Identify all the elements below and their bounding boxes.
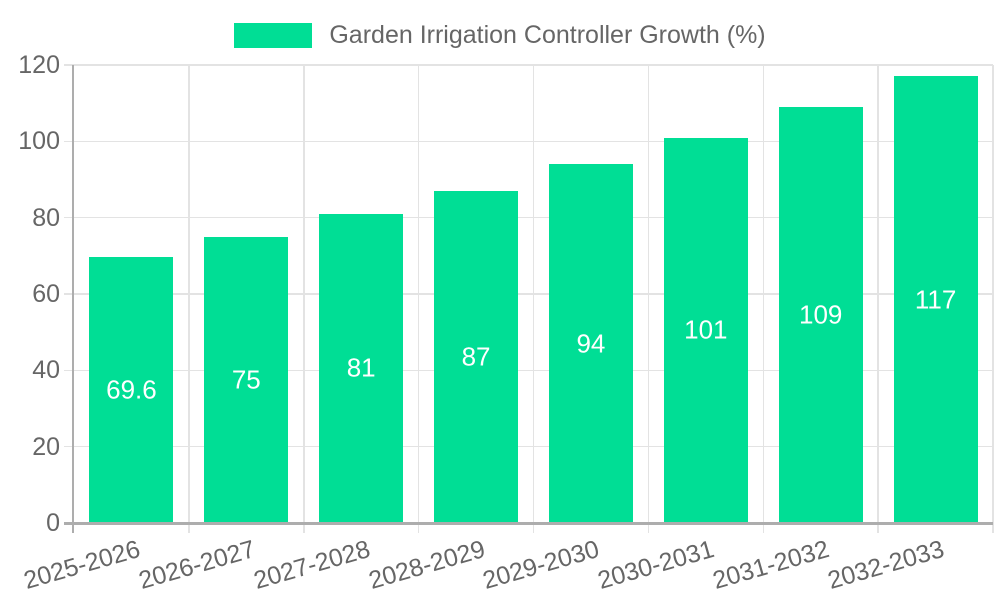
- y-axis-tick: [64, 369, 74, 372]
- bar-value-label: 117: [914, 284, 957, 315]
- y-axis-tick: [64, 293, 74, 295]
- bar[interactable]: [663, 137, 748, 523]
- bar[interactable]: [204, 236, 289, 523]
- bar[interactable]: [548, 164, 633, 523]
- y-axis-tick: [64, 64, 74, 66]
- bar[interactable]: [778, 106, 863, 523]
- gridline-vertical: [188, 65, 190, 533]
- y-axis-tick: [64, 445, 74, 448]
- gridline-vertical: [877, 65, 879, 533]
- gridline-vertical: [992, 65, 994, 533]
- x-axis-tick-label: 2025-2026: [20, 535, 144, 595]
- gridline-vertical: [303, 65, 305, 533]
- x-axis-line: [64, 522, 993, 525]
- chart-legend[interactable]: Garden Irrigation Controller Growth (%): [0, 21, 1000, 50]
- gridline-vertical: [532, 65, 535, 533]
- bar[interactable]: [89, 257, 174, 523]
- bar[interactable]: [893, 76, 978, 523]
- bar[interactable]: [434, 190, 519, 523]
- bar-value-label: 109: [798, 299, 843, 330]
- bar-value-label: 69.6: [106, 374, 157, 405]
- x-axis-tick-label: 2029-2030: [480, 535, 603, 595]
- bar-value-label: 81: [346, 352, 376, 383]
- y-axis-tick: [64, 140, 74, 143]
- x-axis-tick-label: 2032-2033: [824, 535, 948, 595]
- legend-swatch: [234, 23, 313, 48]
- x-axis-tick-label: 2030-2031: [594, 535, 718, 595]
- bar-value-label: 75: [231, 364, 261, 395]
- gridline-vertical: [647, 65, 650, 533]
- y-axis-line: [72, 65, 74, 533]
- x-axis-tick-label: 2027-2028: [250, 535, 373, 595]
- bar-value-label: 94: [576, 328, 606, 359]
- legend-label: Garden Irrigation Controller Growth (%): [329, 21, 766, 49]
- y-axis-tick-label: 60: [32, 280, 60, 308]
- y-axis-tick-label: 120: [18, 51, 60, 79]
- y-axis-tick-label: 100: [18, 127, 60, 156]
- bar[interactable]: [319, 213, 404, 523]
- y-axis-tick-label: 20: [32, 432, 60, 461]
- gridline-vertical: [417, 65, 420, 533]
- gridline-vertical: [762, 65, 764, 533]
- x-axis-tick-label: 2031-2032: [709, 535, 833, 595]
- bar-value-label: 87: [461, 341, 491, 372]
- bar-value-label: 101: [684, 314, 728, 345]
- y-axis-tick-label: 0: [46, 509, 60, 537]
- y-axis-tick-label: 40: [32, 356, 60, 385]
- y-axis-tick: [64, 216, 74, 219]
- x-axis-tick-label: 2028-2029: [365, 535, 488, 595]
- x-axis-tick-label: 2026-2027: [135, 535, 259, 595]
- y-axis-tick-label: 80: [32, 203, 60, 232]
